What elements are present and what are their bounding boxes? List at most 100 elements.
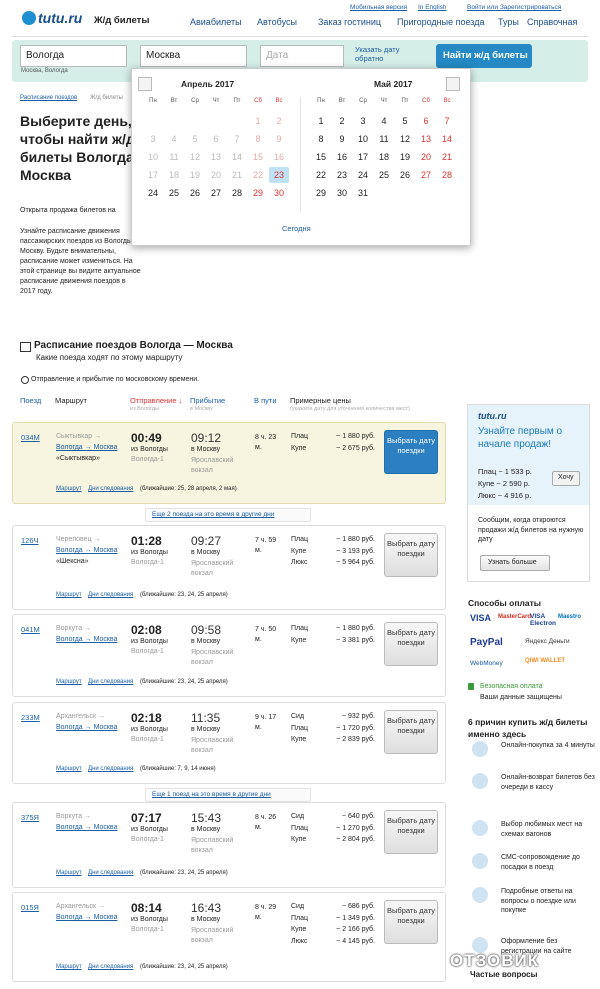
calendar-day[interactable]: 3: [360, 116, 366, 126]
calendar-day[interactable]: 29: [252, 188, 263, 198]
return-date[interactable]: Указать дату обратно: [355, 45, 400, 64]
calendar-day[interactable]: 21: [441, 152, 452, 162]
column-header[interactable]: Прибытие: [190, 396, 226, 405]
calendar-day[interactable]: 5: [402, 116, 408, 126]
nav-link[interactable]: Пригородные поезда: [397, 17, 485, 27]
select-date-button[interactable]: Выбрать дату поездки: [384, 810, 438, 854]
calendar-day[interactable]: 25: [378, 170, 389, 180]
calendar-day[interactable]: 19: [399, 152, 410, 162]
calendar-day[interactable]: 4: [381, 116, 387, 126]
calendar-day[interactable]: 24: [147, 188, 158, 198]
prev-month[interactable]: [138, 77, 152, 91]
calendar-day[interactable]: 30: [336, 188, 347, 198]
top-link[interactable]: Войти или Зарегистрироваться: [467, 4, 562, 11]
nav-link[interactable]: Авиабилеты: [190, 17, 242, 27]
calendar-day[interactable]: 9: [339, 134, 345, 144]
header-line: [12, 36, 588, 37]
route-link[interactable]: Маршрут: [56, 679, 82, 685]
today-link[interactable]: Сегодня: [282, 224, 311, 233]
calendar-day[interactable]: 28: [231, 188, 242, 198]
calendar-day[interactable]: 24: [357, 170, 368, 180]
train-route[interactable]: Вологда → Москва: [56, 824, 118, 831]
calendar-day[interactable]: 2: [339, 116, 345, 126]
calendar-day[interactable]: 1: [318, 116, 324, 126]
select-date-button[interactable]: Выбрать дату поездки: [384, 533, 438, 577]
days-link[interactable]: Дни следования: [88, 486, 134, 492]
nav-link[interactable]: Заказ гостиниц: [318, 17, 381, 27]
route-link[interactable]: Маршрут: [56, 870, 82, 876]
calendar-day[interactable]: 13: [420, 134, 431, 144]
calendar-day[interactable]: 6: [423, 116, 429, 126]
route-link[interactable]: Маршрут: [56, 592, 82, 598]
calendar-day[interactable]: 31: [357, 188, 368, 198]
calendar-day[interactable]: 14: [441, 134, 452, 144]
days-link[interactable]: Дни следования: [88, 964, 134, 970]
input[interactable]: Дата: [260, 45, 344, 67]
nav-link[interactable]: Туры: [498, 17, 519, 27]
select-date-button[interactable]: Выбрать дату поездки: [384, 430, 438, 474]
calendar-day[interactable]: 10: [357, 134, 368, 144]
breadcrumb[interactable]: Расписание поездов: [20, 95, 78, 101]
top-link[interactable]: Мобильная версия: [350, 4, 408, 11]
calendar-day[interactable]: 15: [315, 152, 326, 162]
calendar-day[interactable]: 30: [273, 188, 284, 198]
route-link[interactable]: Маршрут: [56, 486, 82, 492]
select-date-button[interactable]: Выбрать дату поездки: [384, 900, 438, 944]
nav-link[interactable]: Автобусы: [257, 17, 297, 27]
train-route[interactable]: Вологда → Москва: [56, 724, 118, 731]
more-trains[interactable]: Еще 2 поезда на это время в другие дни: [145, 508, 311, 522]
want-button[interactable]: Хочу: [552, 471, 580, 486]
learn-more-button[interactable]: Узнать больше: [480, 555, 550, 571]
train-number[interactable]: 041М: [21, 625, 40, 634]
calendar-day[interactable]: 23: [269, 167, 289, 183]
route-link[interactable]: Маршрут: [56, 766, 82, 772]
days-link[interactable]: Дни следования: [88, 870, 134, 876]
train-number[interactable]: 015Я: [21, 903, 39, 912]
nav-link[interactable]: Справочная: [527, 17, 578, 27]
calendar-day[interactable]: 17: [357, 152, 368, 162]
calendar-day[interactable]: 25: [168, 188, 179, 198]
column-header[interactable]: В пути: [254, 396, 277, 405]
train-number[interactable]: 034М: [21, 433, 40, 442]
calendar-day[interactable]: 26: [399, 170, 410, 180]
calendar-day[interactable]: 26: [189, 188, 200, 198]
search-button[interactable]: Найти ж/д билеты: [436, 44, 532, 68]
train-route[interactable]: Вологда → Москва: [56, 547, 118, 554]
train-route[interactable]: Вологда → Москва: [56, 914, 118, 921]
top-link[interactable]: In English: [418, 4, 447, 11]
train-number[interactable]: 233М: [21, 713, 40, 722]
train-route[interactable]: Вологда → Москва: [56, 444, 118, 451]
calendar-day[interactable]: 18: [378, 152, 389, 162]
input[interactable]: Москва: [140, 45, 247, 67]
calendar-day[interactable]: 22: [315, 170, 326, 180]
more-trains[interactable]: Еще 1 поезд на это время в другие дни: [145, 788, 311, 802]
calendar-day[interactable]: 29: [315, 188, 326, 198]
arrival-to: в Москву: [191, 916, 221, 923]
days-link[interactable]: Дни следования: [88, 592, 134, 598]
calendar-day[interactable]: 20: [420, 152, 431, 162]
column-header[interactable]: Отправление ↓: [130, 396, 183, 405]
calendar-day[interactable]: 27: [210, 188, 221, 198]
train-route[interactable]: Вологда → Москва: [56, 636, 118, 643]
route-link[interactable]: Маршрут: [56, 964, 82, 970]
days-link[interactable]: Дни следования: [88, 766, 134, 772]
train-number[interactable]: 375Я: [21, 813, 39, 822]
column-header[interactable]: Поезд: [20, 396, 42, 405]
calendar-day[interactable]: 16: [336, 152, 347, 162]
train-number[interactable]: 126Ч: [21, 536, 39, 545]
select-date-button[interactable]: Выбрать дату поездки: [384, 710, 438, 754]
calendar-day[interactable]: 28: [441, 170, 452, 180]
calendar-day[interactable]: 8: [318, 134, 324, 144]
calendar-day[interactable]: 11: [379, 134, 389, 144]
calendar-day[interactable]: 27: [420, 170, 431, 180]
select-date-button[interactable]: Выбрать дату поездки: [384, 622, 438, 666]
calendar-day[interactable]: 7: [444, 116, 450, 126]
duration: 8 ч. 23 м.: [255, 434, 277, 451]
calendar-day[interactable]: 23: [336, 170, 347, 180]
car-class: Плац: [291, 914, 309, 922]
days-link[interactable]: Дни следования: [88, 679, 134, 685]
input[interactable]: Вологда: [20, 45, 127, 67]
logo[interactable]: tutu.ru: [38, 10, 83, 26]
calendar-day[interactable]: 12: [399, 134, 410, 144]
next-month[interactable]: [446, 77, 460, 91]
